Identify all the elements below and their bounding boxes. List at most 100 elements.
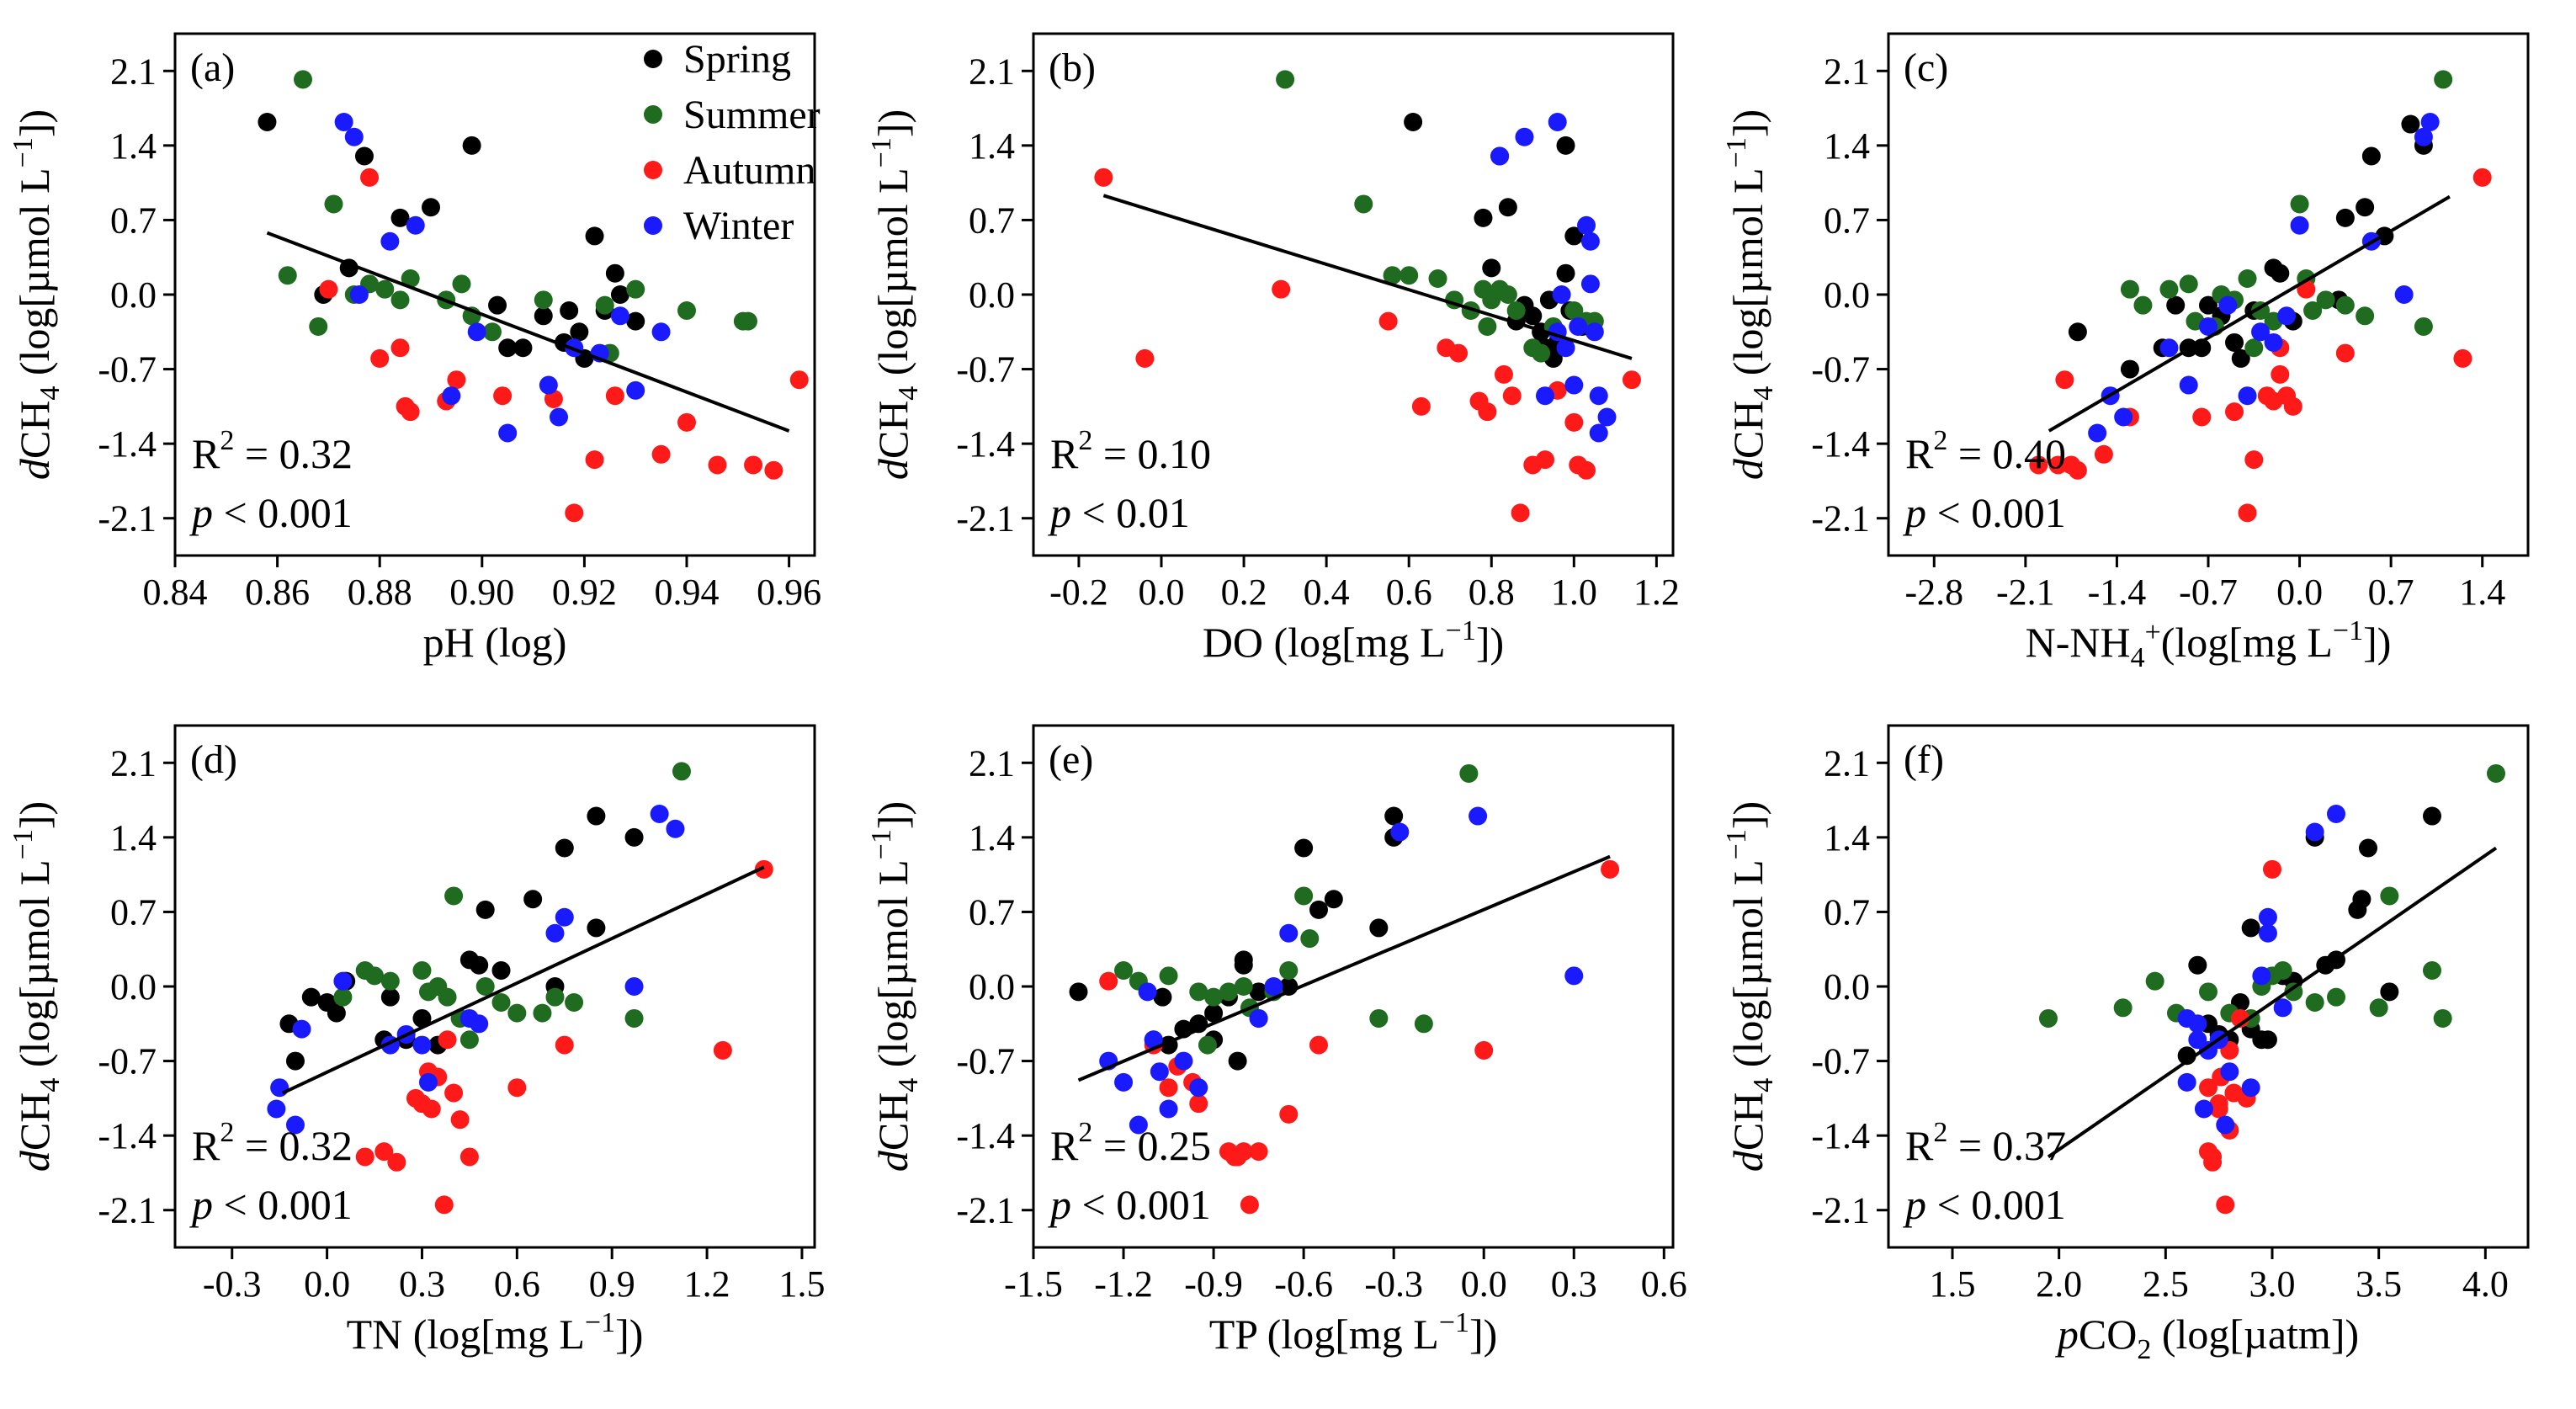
chart-panel-c: -2.8 -2.1 -1.4 -0.7 0.0 0.7 1.4 -2.1 -1.4 -0.7 0.0… bbox=[1721, 32, 2530, 673]
y-tick-label: -0.7 bbox=[1811, 1041, 1870, 1082]
point-spring bbox=[2068, 322, 2087, 342]
point-autumn bbox=[447, 370, 466, 390]
y-tick-label: -1.4 bbox=[1811, 423, 1870, 465]
point-summer bbox=[1498, 285, 1517, 304]
point-summer bbox=[390, 290, 410, 310]
point-spring bbox=[301, 987, 321, 1007]
p-value-text: p < 0.001 bbox=[189, 489, 353, 536]
point-winter bbox=[1490, 146, 1510, 166]
plot-frame bbox=[1032, 724, 1675, 1249]
point-autumn bbox=[754, 859, 773, 879]
point-autumn bbox=[438, 1030, 457, 1050]
x-tick-label: 0.6 bbox=[1641, 1263, 1687, 1305]
y-tick-label: 0.0 bbox=[110, 274, 157, 316]
y-tick-label: -1.4 bbox=[98, 423, 157, 465]
y-tick-label: 0.0 bbox=[969, 274, 1015, 316]
point-winter bbox=[418, 1072, 438, 1092]
x-tick-label: 0.6 bbox=[494, 1263, 540, 1305]
panel-label: (b) bbox=[1049, 45, 1096, 90]
point-winter bbox=[1129, 1115, 1148, 1135]
y-tick-label: 0.7 bbox=[969, 891, 1015, 933]
point-autumn bbox=[764, 460, 783, 480]
y-tick-label: 2.1 bbox=[969, 51, 1015, 92]
point-spring bbox=[570, 322, 589, 342]
point-summer bbox=[2305, 992, 2324, 1012]
y-tick-label: 0.7 bbox=[969, 199, 1015, 241]
point-spring bbox=[2258, 1030, 2277, 1050]
point-spring bbox=[587, 918, 606, 938]
point-spring bbox=[2166, 295, 2186, 315]
point-winter bbox=[349, 285, 369, 304]
point-summer bbox=[375, 279, 395, 299]
point-summer bbox=[1219, 982, 1238, 1002]
y-tick-label: 0.0 bbox=[1824, 274, 1870, 316]
point-summer bbox=[1114, 961, 1134, 981]
point-summer bbox=[2039, 1008, 2058, 1028]
point-spring bbox=[1069, 982, 1088, 1002]
point-autumn bbox=[1411, 396, 1431, 416]
point-summer bbox=[533, 1003, 552, 1023]
point-winter bbox=[1159, 1099, 1178, 1119]
x-tick-label: 0.86 bbox=[245, 572, 310, 613]
x-axis-label: pCO2 (log[µatm]) bbox=[2055, 1311, 2359, 1365]
point-spring bbox=[1324, 890, 1343, 909]
point-autumn bbox=[1601, 859, 1620, 879]
point-autumn bbox=[789, 370, 809, 390]
point-winter bbox=[1580, 231, 1600, 251]
point-summer bbox=[2356, 306, 2375, 326]
point-winter bbox=[2241, 1078, 2260, 1098]
point-winter bbox=[2258, 907, 2277, 927]
legend-label-winter: Winter bbox=[683, 204, 794, 248]
point-autumn bbox=[1309, 1035, 1328, 1055]
point-autumn bbox=[434, 1195, 454, 1215]
r-squared-text: R2 = 0.32 bbox=[192, 1117, 353, 1169]
point-autumn bbox=[1378, 311, 1398, 331]
y-tick-label: -1.4 bbox=[1811, 1115, 1870, 1156]
point-summer bbox=[2414, 316, 2433, 336]
point-winter bbox=[624, 977, 644, 996]
point-spring bbox=[560, 300, 579, 320]
y-tick-label: -1.4 bbox=[98, 1115, 157, 1156]
point-winter bbox=[2273, 998, 2292, 1018]
y-axis-label: dCH4 (log[µmol L−1]) bbox=[1721, 109, 1779, 480]
point-winter bbox=[1279, 923, 1299, 943]
point-autumn bbox=[390, 338, 410, 358]
point-winter bbox=[2194, 1099, 2213, 1119]
point-spring bbox=[380, 987, 400, 1007]
point-winter bbox=[1536, 386, 1554, 406]
x-tick-label: -1.5 bbox=[1004, 1263, 1063, 1305]
y-tick-label: 1.4 bbox=[1824, 125, 1870, 167]
point-summer bbox=[380, 971, 400, 991]
point-autumn bbox=[1511, 503, 1530, 523]
point-winter bbox=[1569, 316, 1588, 336]
x-tick-label: 1.0 bbox=[1551, 572, 1597, 613]
y-tick-label: -2.1 bbox=[1811, 1190, 1870, 1231]
point-summer bbox=[438, 987, 457, 1007]
y-tick-label: 1.4 bbox=[969, 125, 1015, 167]
point-spring bbox=[1249, 982, 1268, 1002]
point-summer bbox=[534, 290, 553, 310]
point-winter bbox=[1515, 127, 1534, 146]
point-summer bbox=[294, 70, 312, 89]
legend-marker-summer bbox=[644, 105, 662, 124]
point-winter bbox=[1138, 982, 1157, 1002]
x-tick-label: -0.7 bbox=[2179, 572, 2238, 613]
plot-frame bbox=[1032, 32, 1675, 557]
point-spring bbox=[354, 146, 374, 166]
point-winter bbox=[334, 113, 353, 132]
point-summer bbox=[2179, 274, 2198, 294]
point-autumn bbox=[2048, 455, 2068, 475]
point-spring bbox=[1228, 1051, 1247, 1071]
point-summer bbox=[507, 1003, 527, 1023]
point-winter bbox=[1189, 1078, 1208, 1098]
r-squared-text: R2 = 0.40 bbox=[1905, 425, 2066, 477]
point-summer bbox=[2487, 763, 2505, 783]
point-spring bbox=[258, 113, 277, 132]
point-summer bbox=[2238, 269, 2257, 289]
x-axis-label: TP (log[mg L−1]) bbox=[1209, 1307, 1498, 1358]
point-winter bbox=[1469, 806, 1488, 826]
point-winter bbox=[1174, 1051, 1193, 1071]
point-spring bbox=[555, 838, 574, 858]
point-summer bbox=[324, 194, 343, 214]
